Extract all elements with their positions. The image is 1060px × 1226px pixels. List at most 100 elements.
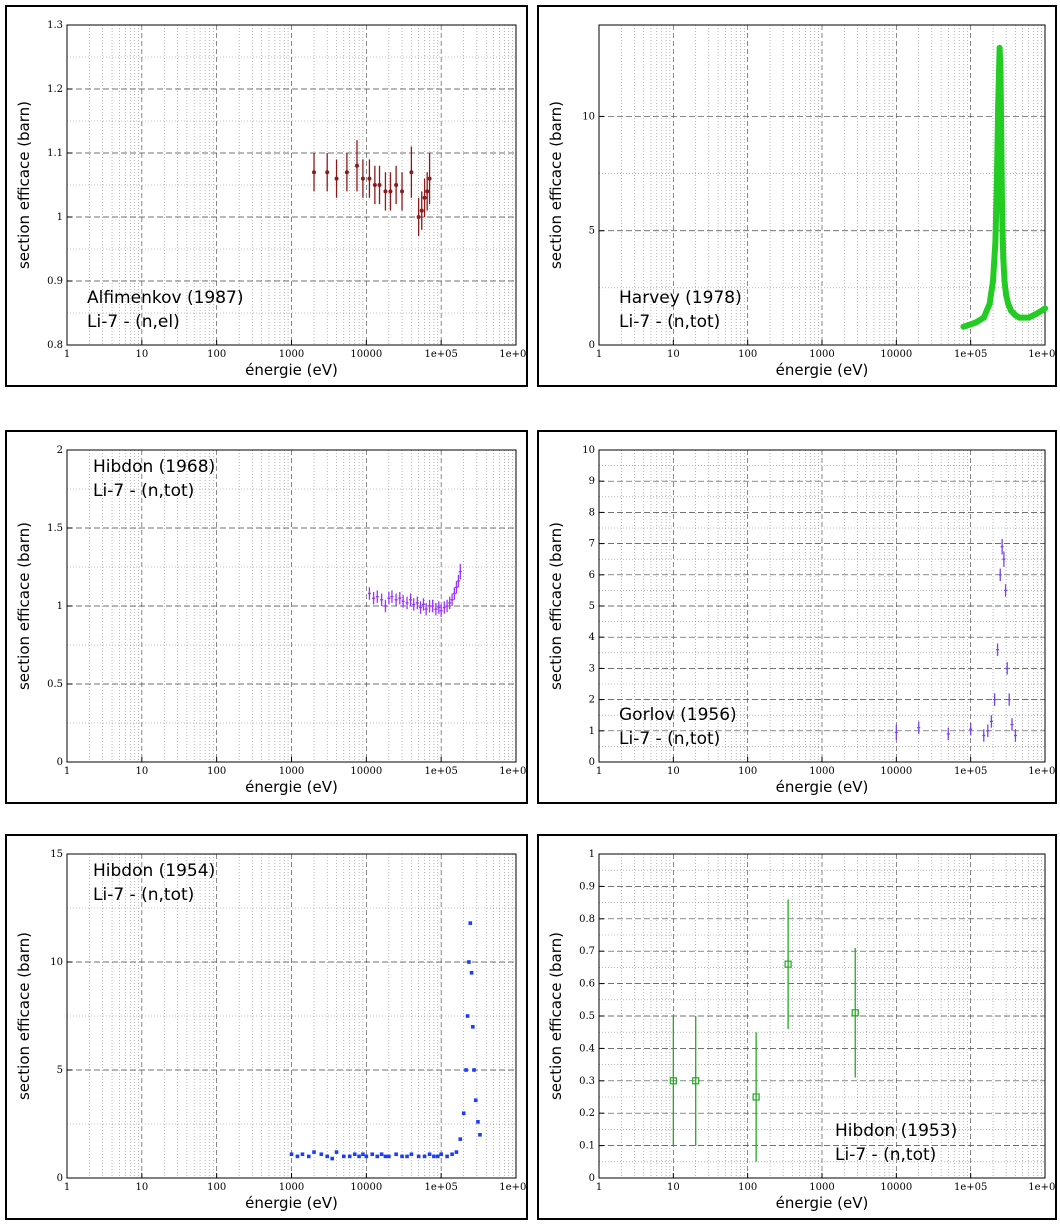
data-point: [432, 1154, 436, 1159]
annotation-line: Li-7 - (n,tot): [619, 729, 720, 749]
data-point: [960, 323, 967, 330]
data-point: [361, 1152, 365, 1157]
data-point: [325, 170, 330, 175]
data-point: [1042, 305, 1048, 312]
y-tick-label: 0.3: [579, 1076, 595, 1087]
data-point: [997, 67, 1004, 74]
data-point: [352, 1152, 357, 1157]
annotation-line: Li-7 - (n,tot): [93, 885, 194, 905]
y-tick-label: 0.4: [579, 1043, 595, 1054]
y-tick-label: 1.5: [47, 523, 63, 534]
y-tick-label: 1.2: [47, 84, 63, 95]
x-tick-label: 1e+06: [499, 766, 526, 777]
y-tick-label: 0.5: [579, 1011, 595, 1022]
data-point: [347, 1154, 352, 1159]
data-point: [692, 1077, 700, 1085]
data-point: [364, 1154, 369, 1159]
data-point: [375, 1154, 380, 1159]
data-point: [461, 1111, 466, 1115]
y-tick-label: 1.1: [47, 148, 63, 159]
data-point: [998, 193, 1005, 200]
data-point: [409, 1152, 414, 1157]
data-point: [467, 960, 471, 964]
y-tick-label: 4: [589, 632, 595, 643]
x-tick-label: 10000: [350, 766, 382, 777]
data-point: [383, 1154, 388, 1159]
y-axis-title: section efficace (barn): [547, 522, 565, 690]
data-point: [980, 314, 987, 321]
y-tick-label: 5: [589, 226, 595, 237]
y-tick-label: 0.9: [47, 276, 63, 287]
x-axis-title: énergie (eV): [776, 1194, 869, 1212]
data-point: [851, 1009, 859, 1017]
y-tick-label: 1: [589, 726, 595, 737]
x-tick-label: 100: [738, 1182, 757, 1193]
chart-svg: 0.8 0.9 1 1.1 1.2 1.3 1 10 100 1000 10000 1e+05 1e+0…: [15, 20, 526, 379]
data-point: [454, 1150, 459, 1154]
chart-panel-harvey: 0 5 10 1 10 100 1000 10000 1e+05 1e+06 énergie (eV…: [537, 5, 1057, 387]
data-point: [427, 176, 432, 181]
chart-panel-gorlov: 0123456789101101001000100001e+051e+06éne…: [537, 430, 1057, 804]
x-tick-label: 10: [135, 1182, 148, 1193]
y-axis-title: section efficace (barn): [15, 522, 33, 690]
data-point: [400, 189, 405, 194]
data-point: [295, 1154, 300, 1159]
x-tick-label: 10000: [880, 349, 912, 360]
x-tick-label: 1: [596, 1182, 602, 1193]
data-point: [405, 1154, 409, 1159]
x-axis-title: énergie (eV): [245, 1194, 338, 1212]
data-point: [435, 1154, 440, 1159]
x-tick-label: 10000: [350, 1182, 382, 1193]
data-point: [319, 1152, 324, 1157]
y-tick-label: 15: [50, 849, 63, 860]
chart-svg: 0 0.1 0.2 0.3 0.4 0.5 0.6 0.7 0.8 0.9 1 1 10 100 1000 1…: [547, 849, 1055, 1212]
data-point: [471, 1025, 475, 1029]
data-point: [342, 1154, 346, 1159]
chart-svg: 0 0.5 1 1.5 2 1 10 100 1000 10000 1e+05 1e+06 énergi…: [15, 445, 526, 796]
y-tick-label: 10: [582, 111, 595, 122]
data-point: [784, 960, 792, 968]
data-point: [377, 183, 382, 187]
x-tick-label: 100: [207, 1182, 226, 1193]
data-point: [354, 163, 359, 168]
data-point: [469, 971, 474, 975]
x-tick-label: 1000: [279, 766, 304, 777]
data-point: [388, 189, 393, 194]
data-point: [999, 227, 1006, 234]
data-point: [1005, 300, 1012, 307]
annotation-line: Hibdon (1954): [93, 861, 215, 881]
data-point: [472, 1068, 476, 1072]
x-tick-label: 10: [135, 349, 148, 360]
data-point: [370, 1152, 375, 1157]
plot-frame: [66, 24, 517, 346]
plot-frame: [598, 24, 1046, 346]
data-point: [394, 183, 399, 187]
annotation-line: Harvey (1978): [619, 288, 742, 308]
x-tick-label: 1e+06: [499, 349, 526, 360]
x-tick-label: 100: [738, 766, 757, 777]
chart-svg: 0 5 10 15 1 10 100 1000 10000 1e+05 1e+06 énergie (…: [15, 849, 526, 1212]
data-point: [416, 215, 421, 219]
x-tick-label: 1e+05: [954, 1182, 987, 1193]
data-point: [473, 1098, 478, 1103]
y-axis-title: section efficace (barn): [547, 932, 565, 1100]
y-tick-label: 0.5: [47, 679, 63, 690]
data-point: [1025, 314, 1032, 321]
y-tick-label: 0: [589, 340, 595, 351]
data-point: [330, 1156, 335, 1161]
x-tick-label: 100: [207, 766, 226, 777]
chart-panel-hibdon-1953: 0 0.1 0.2 0.3 0.4 0.5 0.6 0.7 0.8 0.9 1 1 10 100 1000 1…: [537, 834, 1057, 1220]
y-tick-label: 5: [589, 601, 595, 612]
y-tick-label: 2: [589, 695, 595, 706]
x-tick-label: 10: [667, 349, 680, 360]
x-tick-label: 1: [64, 1182, 70, 1193]
x-tick-label: 1000: [809, 766, 834, 777]
chart-panel-hibdon-1954: 0 5 10 15 1 10 100 1000 10000 1e+05 1e+06 énergie (…: [5, 834, 528, 1220]
data-point: [1001, 278, 1008, 284]
data-point: [419, 208, 424, 213]
data-point: [995, 102, 1002, 108]
y-axis-title: section efficace (barn): [15, 932, 33, 1100]
x-tick-label: 10: [667, 1182, 680, 1193]
plot-frame: [598, 853, 1046, 1179]
data-point: [383, 189, 388, 194]
